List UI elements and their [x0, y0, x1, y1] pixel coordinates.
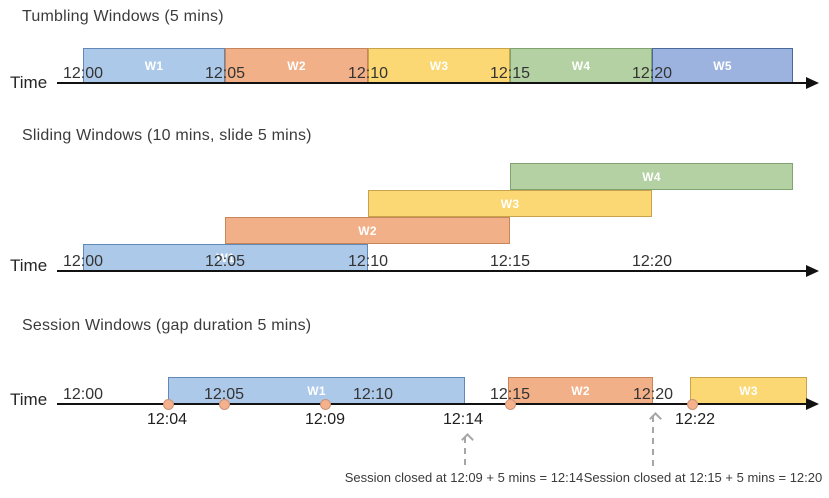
sliding-tick-label: 12:00: [62, 253, 104, 270]
sliding-tick-label: 12:10: [347, 253, 389, 270]
callout-arrow: [464, 437, 466, 465]
event-dot: [320, 399, 331, 410]
tumbling-time-axis-arrowhead: [806, 77, 819, 89]
session-below-tick-label: 12:04: [146, 411, 188, 428]
window-label: W4: [571, 58, 591, 73]
tumbling-section-title: Tumbling Windows (5 mins): [22, 8, 224, 25]
callout-arrow: [652, 416, 654, 466]
tumbling-window-bar-w2: W2: [225, 48, 368, 83]
session-time-axis-label: Time: [10, 390, 48, 409]
sliding-window-bar-w4: W4: [510, 163, 793, 190]
tumbling-window-bar-w5: W5: [652, 48, 793, 83]
tumbling-window-bar-w3: W3: [368, 48, 510, 83]
session-tick-label: 12:10: [352, 386, 394, 403]
tumbling-tick-label: 12:10: [347, 65, 389, 82]
event-dot: [163, 399, 174, 410]
sliding-window-bar-w3: W3: [368, 190, 652, 217]
window-label: W4: [642, 169, 661, 184]
event-dot: [505, 399, 516, 410]
session-section-title: Session Windows (gap duration 5 mins): [22, 317, 312, 334]
window-label: W1: [144, 58, 164, 73]
tumbling-window-bar-w4: W4: [510, 48, 652, 83]
tumbling-time-axis-line: [57, 82, 806, 84]
window-label: W2: [571, 383, 590, 398]
window-label: W5: [713, 58, 732, 73]
session-window-bar-w3: W3: [690, 377, 807, 404]
sliding-time-axis-arrowhead: [806, 265, 819, 277]
window-label: W2: [358, 223, 377, 238]
sliding-section-title: Sliding Windows (10 mins, slide 5 mins): [22, 127, 312, 144]
session-closed-annotation-2: Session closed at 12:15 + 5 mins = 12:20: [583, 470, 823, 485]
tumbling-window-bar-w1: W1: [83, 48, 225, 83]
session-window-bar-w2: W2: [508, 377, 653, 404]
sliding-window-bar-w1: W1: [83, 244, 368, 271]
session-below-tick-label: 12:09: [304, 411, 346, 428]
session-closed-annotation-1: Session closed at 12:09 + 5 mins = 12:14: [344, 470, 584, 485]
tumbling-tick-label: 12:05: [204, 65, 246, 82]
window-label: W3: [429, 58, 449, 73]
session-below-tick-label: 12:22: [674, 411, 716, 428]
session-tick-label: 12:20: [632, 386, 674, 403]
sliding-time-axis-line: [57, 270, 806, 272]
tumbling-time-axis-label: Time: [10, 73, 48, 92]
sliding-tick-label: 12:05: [204, 253, 246, 270]
session-time-axis-arrowhead: [806, 398, 819, 410]
session-below-tick-label: 12:14: [442, 411, 484, 428]
window-label: W1: [216, 250, 235, 265]
window-label: W1: [307, 383, 326, 398]
sliding-tick-label: 12:20: [631, 253, 673, 270]
window-label: W3: [739, 383, 758, 398]
tumbling-tick-label: 12:20: [631, 65, 673, 82]
event-dot: [687, 399, 698, 410]
window-label: W2: [287, 58, 306, 73]
event-dot: [219, 399, 230, 410]
session-tick-label: 12:05: [203, 386, 245, 403]
sliding-time-axis-label: Time: [10, 256, 48, 275]
tumbling-tick-label: 12:15: [489, 65, 531, 82]
tumbling-tick-label: 12:00: [62, 65, 104, 82]
sliding-window-bar-w2: W2: [225, 217, 510, 244]
session-time-axis-line: [57, 403, 806, 405]
window-label: W3: [500, 196, 520, 211]
session-tick-label: 12:15: [489, 386, 531, 403]
sliding-tick-label: 12:15: [489, 253, 531, 270]
session-tick-label: 12:00: [62, 386, 104, 403]
